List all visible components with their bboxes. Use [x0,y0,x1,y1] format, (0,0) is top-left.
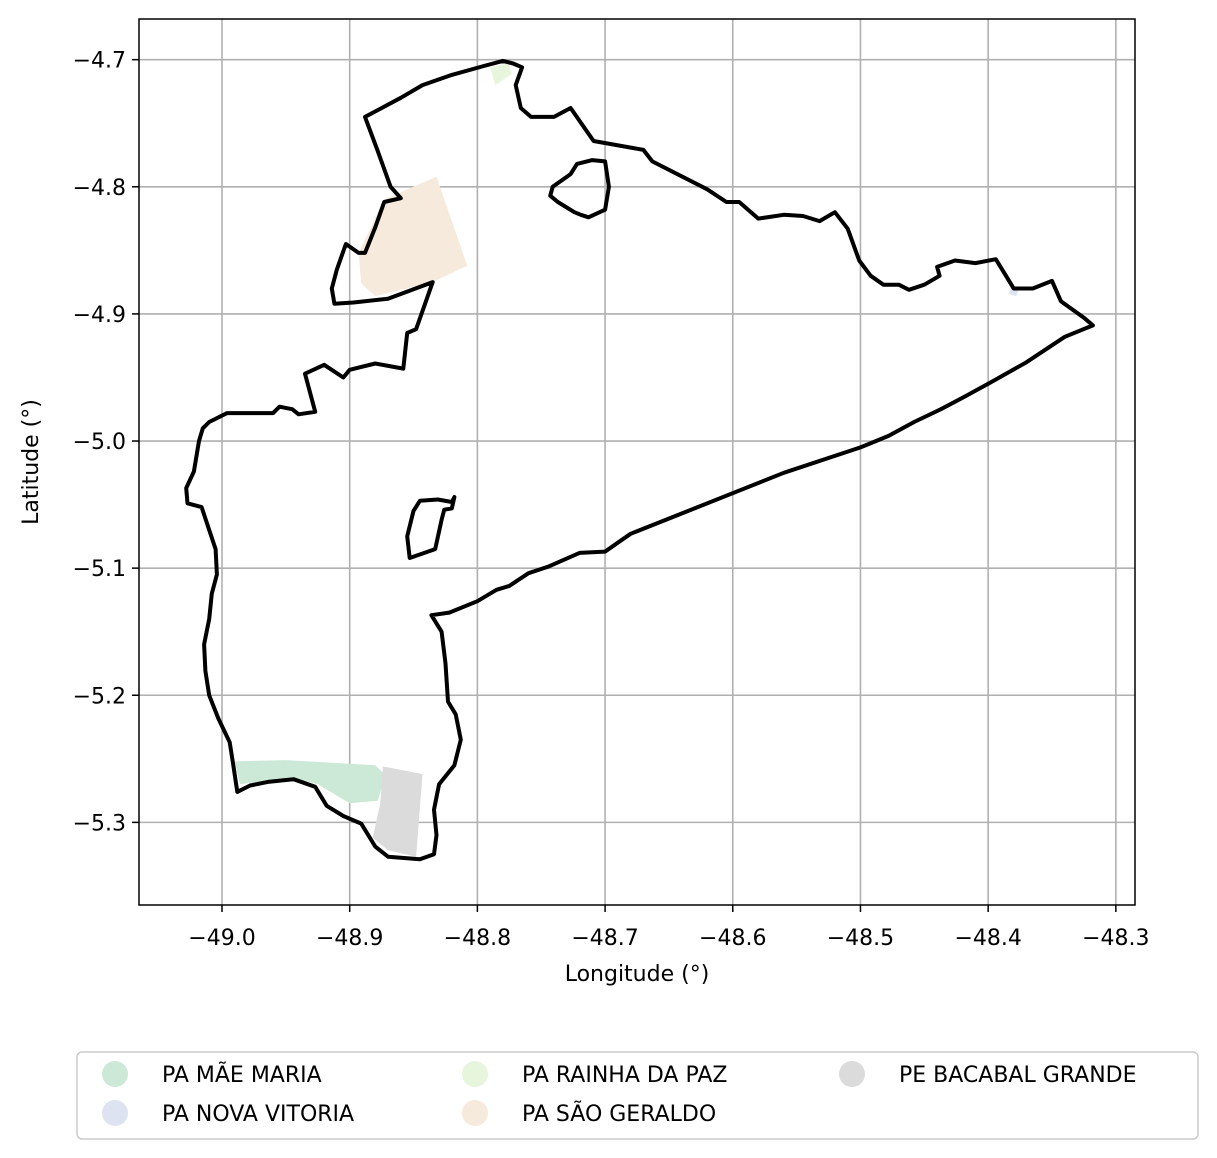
x-tick-label: −48.5 [827,926,894,951]
legend-label: PA RAINHA DA PAZ [522,1063,727,1088]
legend-label: PE BACABAL GRANDE [899,1063,1137,1088]
legend: PA MÃE MARIA PA NOVA VITORIA PA RAINHA DA … [76,1051,1199,1140]
x-tick-label: −48.4 [954,926,1021,951]
legend-marker [462,1061,488,1087]
legend-marker [839,1061,865,1087]
boundary-outer-line [184,58,1095,862]
municipality-boundary [184,58,1095,862]
enclave-outline [405,495,457,560]
settlement-areas [234,63,1019,857]
legend-marker [462,1100,488,1126]
y-tick-label: −5.2 [73,684,126,709]
legend-item: PE BACABAL GRANDE [839,1061,1137,1088]
legend-label: PA SÃO GERALDO [522,1100,716,1127]
y-axis-ticks: −4.7 −4.8 −4.9 −5.0 −5.1 −5.2 −5.3 [73,49,139,836]
x-axis-label: Longitude (°) [565,962,710,987]
legend-marker [102,1100,128,1126]
legend-item: PA NOVA VITORIA [102,1100,354,1127]
y-tick-label: −5.3 [73,811,126,836]
y-axis-label: Latitude (°) [19,399,44,525]
area-pa-sao-geraldo [358,176,468,297]
legend-item: PA SÃO GERALDO [462,1100,716,1127]
legend-label: PA NOVA VITORIA [162,1102,354,1127]
x-tick-label: −48.8 [444,926,511,951]
legend-item: PA RAINHA DA PAZ [462,1061,727,1088]
x-axis-ticks: −49.0 −48.9 −48.8 −48.7 −48.6 −48.5 −48.4 −48.3 [188,905,1150,951]
y-tick-label: −4.9 [73,303,126,328]
plot-frame [138,18,1136,906]
boundary-inner-line [548,158,611,220]
legend-items: PA MÃE MARIA PA NOVA VITORIA PA RAINHA DA … [102,1061,1137,1127]
x-tick-label: −49.0 [188,926,255,951]
area-pa-mae-maria [234,760,386,804]
legend-marker [102,1061,128,1087]
area-pe-bacabal-grande [372,766,423,857]
y-tick-label: −5.1 [73,557,126,582]
x-tick-label: −48.7 [571,926,638,951]
y-tick-label: −4.8 [73,176,126,201]
plot-area: −49.0 −48.9 −48.8 −48.7 −48.6 −48.5 −48.4 −48.3… [73,18,1150,951]
y-tick-label: −4.7 [73,49,126,74]
legend-label: PA MÃE MARIA [162,1061,322,1088]
legend-item: PA MÃE MARIA [102,1061,322,1088]
area-pa-rainha-da-paz [490,63,512,86]
x-tick-label: −48.9 [316,926,383,951]
plot-background [139,19,1135,905]
legend-box [76,1051,1199,1140]
y-tick-label: −5.0 [73,430,126,455]
grid-lines [139,19,1135,905]
x-tick-label: −48.6 [699,926,766,951]
x-tick-label: −48.3 [1082,926,1149,951]
